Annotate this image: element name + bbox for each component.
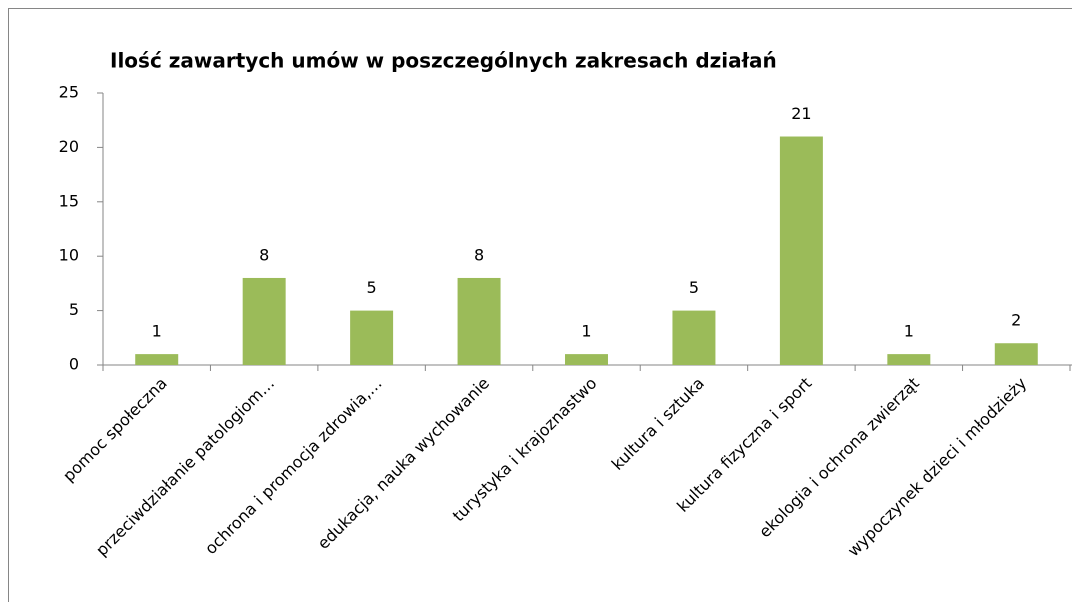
bar <box>135 354 179 365</box>
y-tick-label: 15 <box>59 191 79 210</box>
y-tick-label: 25 <box>59 83 79 102</box>
bar <box>457 277 501 365</box>
y-tick-label: 10 <box>59 246 79 265</box>
data-label: 1 <box>581 322 591 341</box>
y-tick-label: 0 <box>69 355 79 374</box>
bar <box>350 310 394 365</box>
bar <box>779 136 823 365</box>
data-label: 1 <box>152 322 162 341</box>
bar <box>887 354 931 365</box>
data-label: 1 <box>904 322 914 341</box>
data-label: 5 <box>367 278 377 297</box>
data-label: 8 <box>259 245 269 264</box>
bar <box>242 277 286 365</box>
bar <box>994 343 1038 365</box>
y-tick-label: 5 <box>69 300 79 319</box>
y-tick-label: 20 <box>59 137 79 156</box>
data-label: 21 <box>791 104 811 123</box>
chart-border <box>8 8 1072 602</box>
data-label: 2 <box>1011 311 1021 330</box>
data-label: 5 <box>689 278 699 297</box>
chart-title: Ilość zawartych umów w poszczególnych za… <box>110 49 777 73</box>
bar <box>672 310 716 365</box>
data-label: 8 <box>474 245 484 264</box>
bar <box>565 354 608 365</box>
